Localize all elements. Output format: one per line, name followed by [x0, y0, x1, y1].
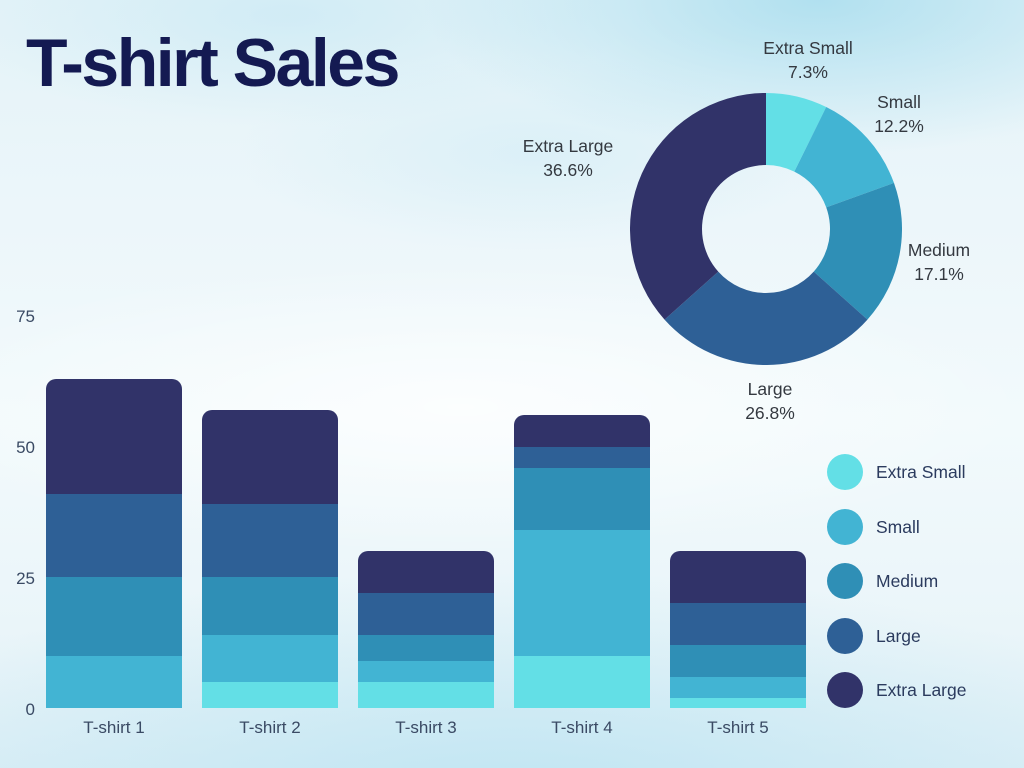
- bar-segment-extra-small: [358, 681, 494, 708]
- bar-segment-medium: [202, 577, 338, 635]
- bar-segment-small: [670, 676, 806, 698]
- donut-slice-extra-small: [766, 93, 827, 172]
- donut-chart: [630, 93, 902, 365]
- donut-slice-large: [664, 271, 868, 365]
- bar-t-shirt-1: [46, 378, 182, 708]
- donut-label-category: Medium: [907, 240, 971, 260]
- bar-segment-extra-large: [670, 551, 806, 604]
- donut-label-small: Small 12.2%: [874, 90, 924, 138]
- bar-t-shirt-2: [202, 410, 338, 708]
- donut-label-percent: 12.2%: [874, 116, 924, 136]
- donut-label-percent: 17.1%: [914, 264, 964, 284]
- bar-t-shirt-4: [514, 415, 650, 708]
- legend-item-extra-small: Extra Small: [827, 454, 965, 490]
- donut-slice-medium: [813, 182, 902, 320]
- bar-segment-small: [358, 661, 494, 682]
- y-axis-tick-0: 0: [25, 700, 35, 719]
- bar-segment-medium: [670, 645, 806, 677]
- x-axis-label-t-shirt-4: T-shirt 4: [551, 718, 613, 737]
- donut-label-category: Large: [747, 379, 793, 399]
- legend-swatch-icon: [827, 454, 863, 490]
- x-axis-label-t-shirt-2: T-shirt 2: [239, 718, 301, 737]
- bar-segment-medium: [358, 634, 494, 662]
- y-axis-tick-75: 75: [16, 307, 35, 326]
- bar-segment-medium: [46, 577, 182, 656]
- legend-label: Extra Large: [876, 680, 967, 700]
- bar-segment-small: [46, 655, 182, 708]
- donut-label-percent: 26.8%: [745, 403, 795, 423]
- legend-item-medium: Medium: [827, 563, 938, 599]
- legend-swatch-icon: [827, 672, 863, 708]
- bar-segment-large: [514, 446, 650, 468]
- y-axis-tick-25: 25: [16, 569, 35, 588]
- donut-label-category: Small: [877, 92, 921, 112]
- donut-label-medium: Medium 17.1%: [908, 238, 970, 286]
- x-axis-label-t-shirt-3: T-shirt 3: [395, 718, 457, 737]
- page-title: T-shirt Sales: [26, 25, 400, 101]
- bar-segment-extra-small: [514, 655, 650, 708]
- bar-segment-medium: [514, 467, 650, 531]
- bar-segment-large: [358, 593, 494, 635]
- donut-slice-small: [794, 107, 894, 208]
- bar-segment-small: [202, 634, 338, 682]
- donut-label-extra-large: Extra Large 36.6%: [523, 134, 613, 182]
- bar-t-shirt-5: [670, 551, 806, 708]
- bar-segment-extra-large: [514, 415, 650, 447]
- donut-label-category: Extra Large: [522, 136, 614, 156]
- donut-label-extra-small: Extra Small 7.3%: [763, 36, 852, 84]
- legend-label: Medium: [876, 571, 939, 591]
- bar-t-shirt-3: [358, 551, 494, 708]
- legend-item-extra-large: Extra Large: [827, 672, 966, 708]
- y-axis-tick-50: 50: [16, 438, 35, 457]
- legend-item-large: Large: [827, 618, 921, 654]
- legend-label: Small: [876, 517, 920, 537]
- donut-slice-extra-large: [630, 93, 766, 320]
- bar-segment-extra-small: [202, 681, 338, 708]
- legend-swatch-icon: [827, 618, 863, 654]
- legend-label: Large: [876, 626, 921, 646]
- bar-segment-extra-large: [202, 410, 338, 505]
- bar-segment-extra-large: [46, 378, 182, 494]
- donut-label-large: Large 26.8%: [745, 377, 795, 425]
- donut-label-percent: 36.6%: [543, 160, 593, 180]
- x-axis-label-t-shirt-5: T-shirt 5: [707, 718, 769, 737]
- bar-segment-large: [670, 603, 806, 646]
- bar-segment-large: [46, 493, 182, 578]
- legend-label: Extra Small: [876, 462, 966, 482]
- bar-segment-extra-small: [670, 697, 806, 708]
- bar-segment-extra-large: [358, 551, 494, 594]
- legend-swatch-icon: [827, 509, 863, 545]
- donut-label-category: Extra Small: [763, 38, 853, 58]
- legend-item-small: Small: [827, 509, 920, 545]
- bar-segment-small: [514, 530, 650, 656]
- donut-label-percent: 7.3%: [788, 62, 828, 82]
- legend-swatch-icon: [827, 563, 863, 599]
- x-axis-label-t-shirt-1: T-shirt 1: [83, 718, 145, 737]
- bar-segment-large: [202, 504, 338, 578]
